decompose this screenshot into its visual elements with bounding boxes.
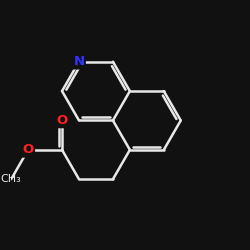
Text: O: O bbox=[56, 114, 68, 127]
Text: N: N bbox=[74, 55, 85, 68]
Text: O: O bbox=[22, 143, 34, 156]
Text: CH₃: CH₃ bbox=[1, 174, 21, 184]
